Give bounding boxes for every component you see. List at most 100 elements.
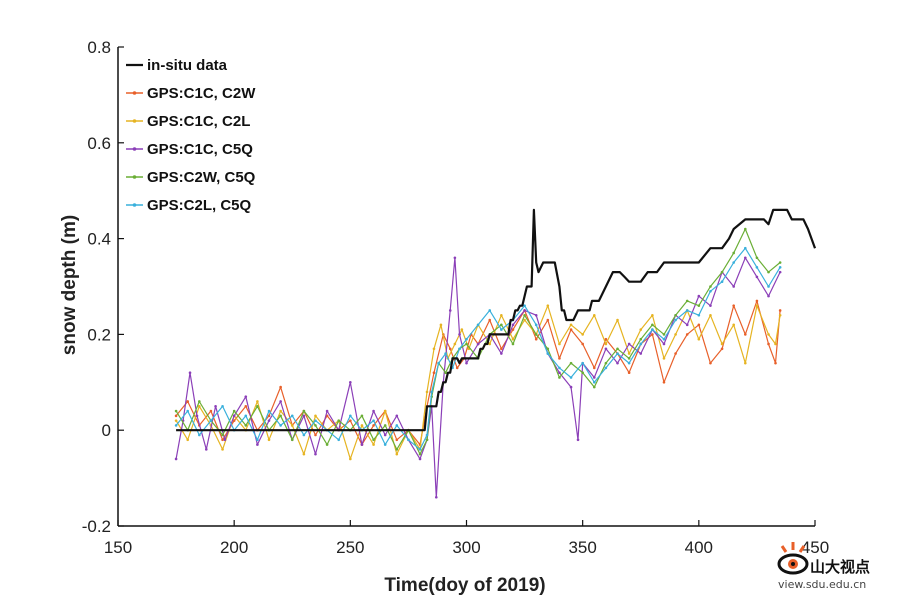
data-point — [697, 323, 701, 327]
series-gps-c2l-c5q — [174, 246, 782, 451]
data-point — [581, 371, 584, 375]
data-point — [186, 400, 189, 403]
data-point — [569, 385, 573, 389]
data-point — [302, 452, 306, 456]
data-point — [290, 414, 294, 418]
data-point — [616, 352, 619, 355]
data-point — [267, 419, 271, 422]
legend-item: in-situ data — [126, 57, 228, 74]
legend-label: GPS:C1C, C2W — [147, 85, 256, 102]
watermark-text: 山大视点 — [810, 558, 871, 576]
data-point — [349, 381, 352, 384]
data-point — [500, 328, 503, 331]
data-point — [534, 333, 538, 336]
data-point — [465, 361, 468, 365]
data-point — [460, 328, 464, 331]
data-point — [418, 448, 422, 451]
watermark-url: view.sdu.edu.cn — [778, 578, 867, 591]
data-point — [302, 414, 306, 418]
y-tick-label: 0.8 — [87, 38, 111, 57]
data-point — [453, 342, 457, 346]
data-point — [558, 342, 561, 346]
data-point — [662, 333, 666, 336]
x-axis-ticks: 150 200 250 300 350 400 450 — [104, 520, 829, 557]
data-point — [188, 371, 192, 375]
data-point — [290, 438, 294, 442]
data-point — [314, 419, 317, 422]
data-point — [511, 337, 515, 341]
data-point — [720, 347, 724, 351]
data-point — [546, 318, 550, 322]
data-point — [232, 409, 236, 413]
data-point — [674, 318, 677, 322]
data-point — [697, 313, 701, 317]
data-point — [778, 266, 782, 269]
data-point — [639, 337, 643, 341]
data-point — [674, 352, 677, 355]
y-tick-label: 0 — [102, 421, 111, 440]
data-point — [627, 361, 631, 365]
y-tick-label: 0.2 — [87, 325, 111, 344]
data-point — [685, 309, 689, 312]
series-line — [175, 247, 781, 450]
data-point — [476, 323, 480, 327]
data-point — [592, 381, 596, 384]
data-point — [709, 285, 712, 288]
legend: in-situ data GPS:C1C, C2W GPS:C1C, C2L GPS:… — [126, 57, 256, 214]
data-point — [767, 342, 770, 346]
data-point — [209, 419, 213, 422]
data-point — [627, 342, 631, 346]
data-point — [279, 414, 282, 418]
data-point — [581, 361, 584, 365]
series-line — [175, 305, 781, 460]
data-point — [534, 323, 538, 327]
data-point — [432, 347, 436, 351]
data-point — [511, 323, 515, 327]
data-point — [314, 433, 317, 437]
data-point — [662, 342, 666, 346]
y-tick-label: -0.2 — [82, 517, 111, 536]
data-point — [744, 246, 747, 250]
data-point — [732, 323, 735, 327]
data-point — [448, 309, 452, 312]
data-point — [395, 448, 399, 451]
data-point — [395, 414, 399, 418]
data-point — [425, 433, 429, 437]
data-point — [511, 328, 515, 331]
data-point — [244, 395, 248, 398]
data-point — [395, 438, 399, 442]
data-point — [267, 438, 271, 442]
data-point — [325, 443, 329, 446]
data-point — [604, 342, 608, 346]
data-point — [627, 352, 631, 355]
data-point — [174, 424, 178, 427]
data-point — [279, 424, 282, 427]
series-gps-c1c-c2l — [174, 304, 782, 461]
data-point — [372, 438, 375, 442]
data-point — [604, 347, 608, 351]
data-point — [314, 452, 317, 456]
data-point — [256, 400, 259, 403]
data-point — [186, 409, 189, 413]
data-point — [279, 409, 282, 413]
data-point — [221, 404, 224, 408]
data-point — [418, 452, 422, 456]
x-tick-label: 300 — [452, 538, 480, 557]
data-point — [439, 323, 443, 327]
data-point — [697, 337, 701, 341]
data-point — [314, 424, 317, 427]
data-point — [651, 328, 654, 331]
data-point — [430, 390, 433, 394]
data-point — [744, 361, 747, 365]
data-point — [581, 342, 584, 346]
data-point — [523, 318, 526, 322]
data-point — [221, 438, 224, 442]
x-tick-label: 450 — [801, 538, 829, 557]
y-axis-ticks: -0.2 0 0.2 0.4 0.6 0.8 — [82, 38, 124, 536]
data-point — [465, 337, 468, 341]
data-point — [778, 309, 782, 312]
data-point — [592, 385, 596, 389]
legend-label: GPS:C1C, C5Q — [147, 141, 253, 158]
data-point — [186, 438, 189, 442]
